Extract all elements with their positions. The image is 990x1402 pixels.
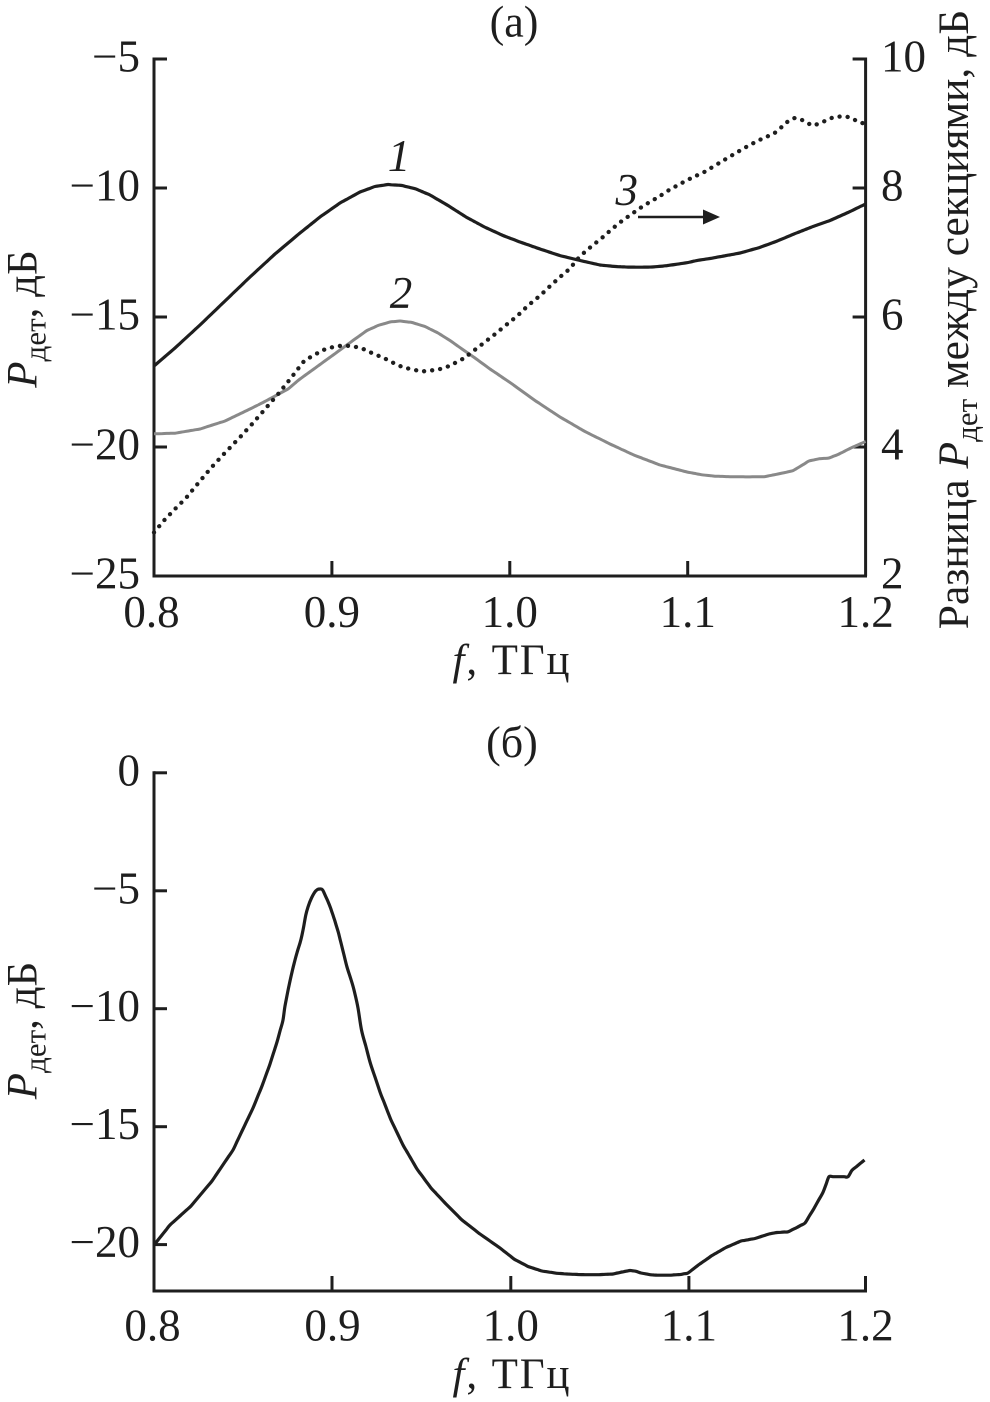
svg-text:−20: −20 (70, 1217, 140, 1267)
svg-text:3: 3 (614, 165, 638, 215)
svg-text:(а): (а) (490, 0, 539, 47)
svg-text:−5: −5 (92, 32, 140, 82)
svg-text:−25: −25 (70, 549, 140, 599)
svg-text:1.0: 1.0 (482, 587, 538, 637)
svg-text:2: 2 (881, 549, 904, 599)
svg-text:Pдет, дБ: Pдет, дБ (0, 962, 53, 1100)
svg-text:8: 8 (881, 161, 904, 211)
svg-text:Pдет, дБ: Pдет, дБ (0, 250, 53, 388)
svg-text:0: 0 (118, 745, 141, 795)
svg-text:f, ТГц: f, ТГц (453, 637, 570, 684)
svg-text:1.0: 1.0 (483, 1301, 539, 1351)
svg-text:0.8: 0.8 (123, 587, 179, 637)
svg-text:0.8: 0.8 (124, 1301, 180, 1351)
svg-text:2: 2 (390, 268, 413, 318)
svg-text:0.9: 0.9 (304, 587, 360, 637)
svg-text:f, ТГц: f, ТГц (453, 1351, 570, 1398)
svg-text:1.1: 1.1 (660, 587, 716, 637)
svg-text:1: 1 (388, 131, 411, 181)
svg-text:−10: −10 (70, 161, 140, 211)
svg-text:−15: −15 (70, 290, 140, 340)
svg-text:−5: −5 (92, 863, 140, 913)
svg-text:1.2: 1.2 (837, 587, 893, 637)
svg-text:(б): (б) (486, 718, 538, 767)
svg-text:−20: −20 (70, 420, 140, 470)
svg-text:−10: −10 (70, 981, 140, 1031)
svg-text:1.2: 1.2 (837, 1301, 893, 1351)
svg-text:Разница Pдет между секциями, д: Разница Pдет между секциями, дБ (930, 10, 984, 629)
svg-text:4: 4 (881, 420, 904, 470)
svg-text:10: 10 (881, 32, 926, 82)
svg-text:1.1: 1.1 (661, 1301, 717, 1351)
svg-text:0.9: 0.9 (304, 1301, 360, 1351)
svg-text:6: 6 (881, 290, 904, 340)
svg-text:−15: −15 (70, 1099, 140, 1149)
